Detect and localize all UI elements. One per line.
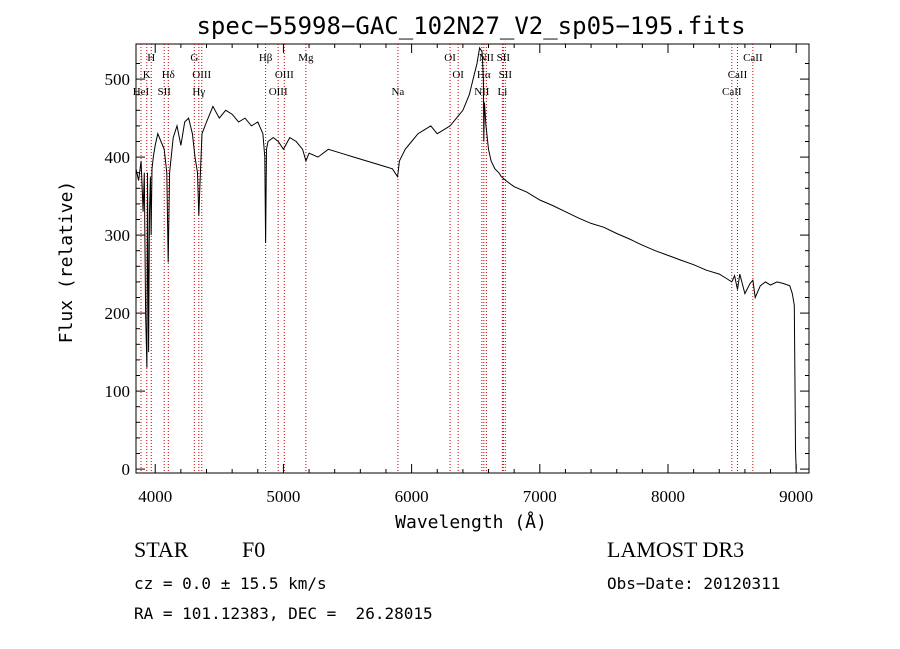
line-marker-label: NII xyxy=(479,52,495,64)
x-tick-label: 8000 xyxy=(651,487,685,506)
line-marker-label: NII xyxy=(474,86,490,98)
line-marker-label: Hα xyxy=(477,69,491,81)
line-marker-label: H xyxy=(147,52,155,64)
line-marker-label: SII xyxy=(157,86,171,98)
chart-title: spec−55998−GAC_102N27_V2_sp05−195.fits xyxy=(196,12,745,40)
x-tick-label: 4000 xyxy=(138,487,172,506)
y-tick-label: 200 xyxy=(105,304,131,323)
line-marker-label: Hδ xyxy=(162,69,175,81)
redshift-cz: cz = 0.0 ± 15.5 km/s xyxy=(134,574,327,593)
line-marker-label: Hγ xyxy=(192,86,205,98)
obs-date: Obs−Date: 20120311 xyxy=(607,574,781,593)
coordinates: RA = 101.12383, DEC = 26.28015 xyxy=(134,604,433,623)
object-type: STAR xyxy=(134,537,189,562)
y-axis-label: Flux (relative) xyxy=(56,181,77,344)
plot-frame xyxy=(135,43,810,474)
line-marker-label: K xyxy=(143,69,151,81)
line-marker-label: OIII xyxy=(192,69,211,81)
line-marker-label: SII xyxy=(497,52,511,64)
line-marker-label: Hβ xyxy=(259,52,273,64)
line-marker-label: CaII xyxy=(743,52,763,64)
y-tick-label: 100 xyxy=(105,382,131,401)
y-tick-label: 500 xyxy=(105,70,131,89)
line-marker-label: Mg xyxy=(298,52,314,64)
line-marker-label: G xyxy=(190,52,198,64)
x-tick-label: 7000 xyxy=(523,487,557,506)
line-marker-label: Na xyxy=(391,86,404,98)
x-tick-label: 9000 xyxy=(779,487,813,506)
x-tick-label: 5000 xyxy=(266,487,300,506)
spectrum-line xyxy=(135,46,797,470)
y-tick-label: 400 xyxy=(105,148,131,167)
line-marker-label: OI xyxy=(452,69,464,81)
line-marker-label: SII xyxy=(499,69,513,81)
line-marker-label: CaII xyxy=(728,69,748,81)
line-marker-label: OIII xyxy=(275,69,294,81)
y-tick-label: 300 xyxy=(105,226,131,245)
x-axis-label: Wavelength (Å) xyxy=(395,511,547,533)
x-tick-label: 6000 xyxy=(395,487,429,506)
line-markers xyxy=(140,44,754,473)
x-axis-ticks: 4000 5000 6000 7000 8000 9000 xyxy=(138,44,813,506)
line-marker-label: OI xyxy=(444,52,456,64)
line-marker-label: HeI xyxy=(133,86,150,98)
line-marker-label: CaII xyxy=(722,86,742,98)
y-axis-ticks: 0 100 200 300 400 500 xyxy=(105,63,809,479)
line-marker-label: OIII xyxy=(269,86,288,98)
y-tick-label: 0 xyxy=(122,460,131,479)
line-marker-label: Li xyxy=(497,86,507,98)
survey-name: LAMOST DR3 xyxy=(607,537,745,562)
subclass: F0 xyxy=(242,537,266,562)
